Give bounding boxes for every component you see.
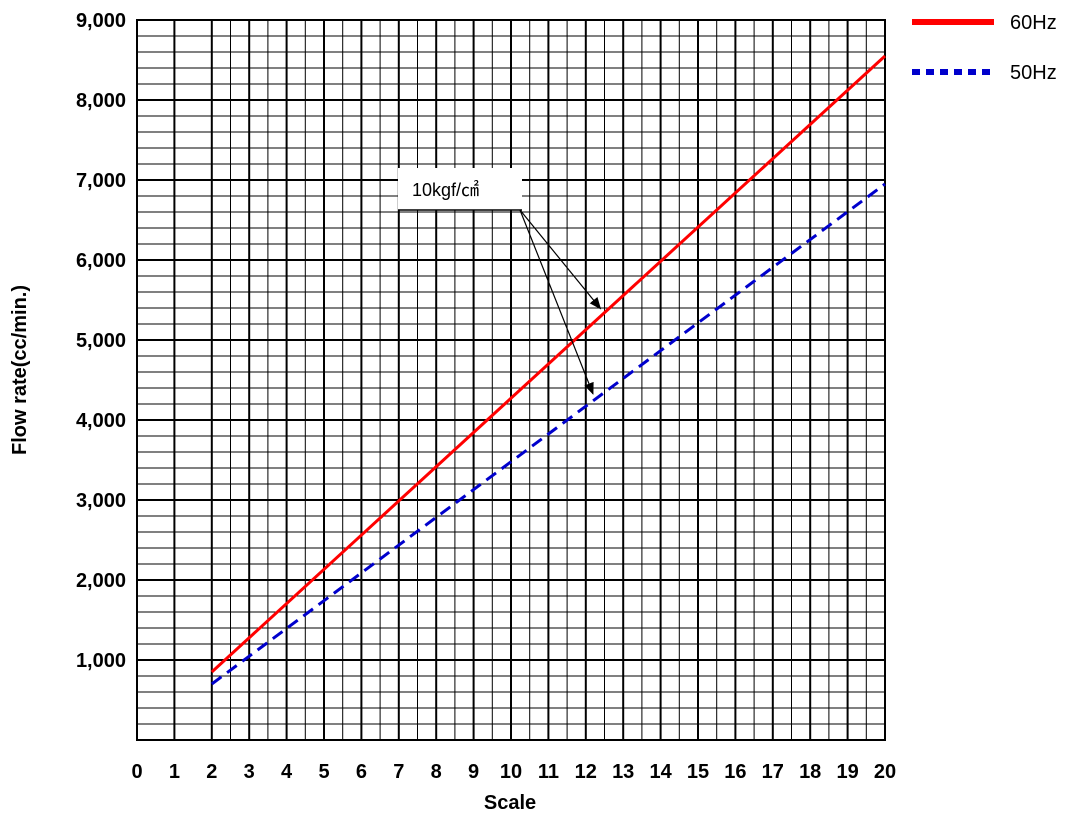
grid <box>136 19 886 741</box>
series-lines <box>210 54 887 686</box>
x-tick-label: 17 <box>762 761 784 783</box>
y-tick-label: 9,000 <box>76 10 126 32</box>
y-tick-label: 1,000 <box>76 650 126 672</box>
y-tick-label: 3,000 <box>76 490 126 512</box>
y-tick-label: 7,000 <box>76 170 126 192</box>
x-tick-label: 15 <box>687 761 709 783</box>
legend-label-60hz: 60Hz <box>1010 12 1057 34</box>
x-tick-label: 10 <box>500 761 522 783</box>
x-tick-label: 20 <box>874 761 896 783</box>
x-tick-label: 16 <box>724 761 746 783</box>
x-tick-label: 3 <box>244 761 255 783</box>
x-tick-label: 4 <box>281 761 293 783</box>
y-tick-label: 8,000 <box>76 90 126 112</box>
x-tick-label: 5 <box>318 761 329 783</box>
legend: 60Hz 50Hz <box>912 12 1057 84</box>
x-tick-label: 12 <box>575 761 597 783</box>
y-tick-label: 6,000 <box>76 250 126 272</box>
y-tick-label: 5,000 <box>76 330 126 352</box>
x-tick-label: 11 <box>538 761 559 783</box>
x-tick-labels: 0 1 2 3 4 5 6 7 8 9 10 11 12 13 14 15 16 17 18 19 20 <box>131 761 896 783</box>
x-tick-label: 7 <box>393 761 404 783</box>
x-tick-label: 13 <box>612 761 634 783</box>
y-tick-label: 4,000 <box>76 410 126 432</box>
x-tick-label: 6 <box>356 761 367 783</box>
x-tick-label: 14 <box>649 761 672 783</box>
annotation-arrow-50hz <box>519 209 594 395</box>
x-tick-label: 18 <box>799 761 821 783</box>
plot-frame <box>136 19 886 741</box>
x-tick-label: 9 <box>468 761 479 783</box>
legend-label-50hz: 50Hz <box>1010 62 1057 84</box>
x-tick-label: 2 <box>206 761 217 783</box>
annotation-arrow-60hz <box>519 209 602 310</box>
y-tick-label: 2,000 <box>76 570 126 592</box>
y-tick-labels: 1,000 2,000 3,000 4,000 5,000 6,000 7,000 8,000… <box>76 10 126 672</box>
series-line-60hz <box>210 54 887 674</box>
annotation: 10kgf/㎠ <box>398 168 602 395</box>
x-axis-label: Scale <box>484 792 536 814</box>
annotation-text: 10kgf/㎠ <box>412 179 479 200</box>
series-line-50hz <box>210 182 886 686</box>
y-axis-label: Flow rate(cc/min.) <box>9 285 31 455</box>
x-tick-label: 1 <box>169 761 180 783</box>
x-tick-label: 8 <box>431 761 442 783</box>
x-tick-label: 0 <box>131 761 142 783</box>
x-tick-label: 19 <box>836 761 858 783</box>
annotation-box <box>398 168 522 210</box>
